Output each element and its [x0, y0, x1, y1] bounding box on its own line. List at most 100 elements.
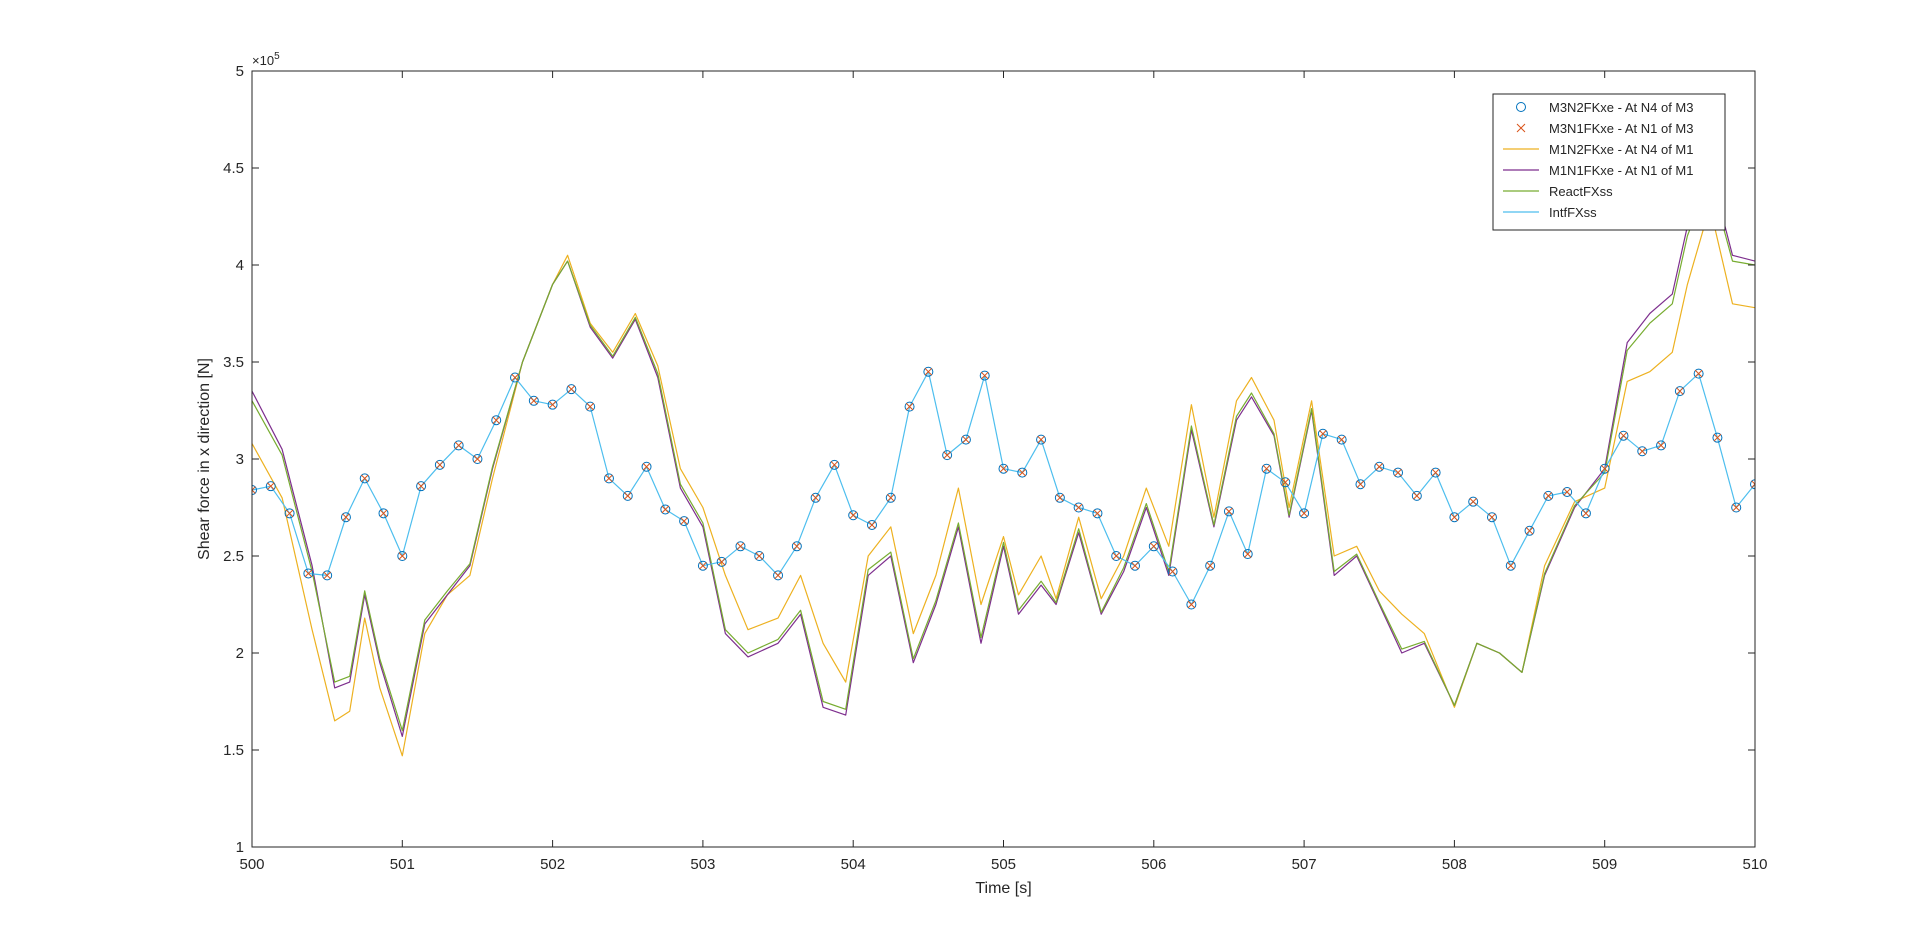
- series-1-marker: [1413, 492, 1421, 500]
- y-tick-label: 1.5: [223, 742, 244, 759]
- x-tick-label: 503: [690, 856, 715, 873]
- series-0-marker: [697, 560, 708, 571]
- x-tick-label: 502: [540, 856, 565, 873]
- series-0-marker: [265, 481, 276, 492]
- series-1-marker: [285, 509, 294, 518]
- series-0-marker: [885, 492, 896, 503]
- x-tick-label: 509: [1592, 856, 1617, 873]
- series-1-marker: [1676, 387, 1684, 395]
- series-1-marker: [1751, 480, 1755, 488]
- series-1-marker: [1112, 552, 1120, 560]
- series-1-marker: [1150, 542, 1158, 551]
- legend-box: [1492, 93, 1726, 231]
- y-tick-label: 2.5: [223, 548, 244, 565]
- series-1-marker: [436, 461, 444, 469]
- series-1-marker: [1450, 513, 1459, 521]
- y-tick-label: 2: [236, 645, 244, 662]
- series-1-marker: [567, 385, 576, 393]
- y-axis-exponent-power: 5: [274, 51, 280, 62]
- y-axis-label: Shear force in x direction [N]: [196, 358, 213, 560]
- series-0-marker: [1674, 386, 1685, 397]
- series-0-marker: [1430, 467, 1441, 478]
- series-0-marker: [641, 461, 652, 472]
- series-1-marker: [267, 482, 275, 490]
- legend-swatch: [1516, 102, 1526, 112]
- legend: M3N2FKxe - At N4 of M3 M3N1FKxe - At N1 o…: [1492, 93, 1726, 231]
- series-0-marker: [1073, 502, 1084, 513]
- y-tick-label: 1: [236, 839, 244, 856]
- y-axis-exponent-base: ×10: [252, 53, 274, 68]
- series-1-marker: [492, 416, 500, 424]
- series-1-marker: [1694, 369, 1703, 378]
- series-layer: [252, 167, 1755, 757]
- y-tick-label: 3: [236, 451, 244, 468]
- x-axis-label: Time [s]: [975, 880, 1031, 897]
- series-1-marker: [1281, 478, 1290, 487]
- series-0-marker: [1092, 508, 1103, 519]
- series-0-marker: [510, 372, 521, 383]
- legend-entry: M1N2FKxe - At N4 of M1: [1549, 142, 1694, 157]
- series-1-marker: [661, 505, 670, 514]
- series-0-marker: [359, 473, 370, 484]
- series-0-marker: [566, 384, 577, 395]
- series-1-marker: [1638, 447, 1647, 455]
- series-1-marker: [811, 494, 820, 502]
- series-0-marker: [1299, 508, 1310, 519]
- series-0-marker: [585, 401, 596, 412]
- series-0: [252, 366, 1755, 610]
- legend-entry: M3N1FKxe - At N1 of M3: [1549, 121, 1694, 136]
- series-1-marker: [830, 461, 839, 469]
- series-1-marker: [1300, 509, 1308, 518]
- series-1-marker: [1074, 503, 1083, 512]
- series-0-marker: [1599, 463, 1610, 474]
- series-1-marker: [342, 513, 350, 521]
- series-0-marker: [1618, 430, 1629, 441]
- series-1-marker: [417, 482, 425, 490]
- series-1-marker: [1319, 430, 1327, 438]
- x-tick-label: 501: [390, 856, 415, 873]
- series-1-marker: [1225, 507, 1233, 516]
- series-1-marker: [680, 517, 688, 525]
- series-0-marker: [1130, 560, 1141, 571]
- series-0-marker: [866, 519, 877, 530]
- series-1-marker: [962, 435, 970, 444]
- legend-swatch: [1516, 123, 1526, 133]
- series-0-marker: [1411, 490, 1422, 501]
- series-0-marker: [1261, 463, 1272, 474]
- series-0-marker: [472, 454, 483, 464]
- series-0-marker: [979, 370, 990, 381]
- series-1-marker: [980, 371, 989, 380]
- series-0-marker: [1393, 467, 1404, 478]
- series-1-marker: [1713, 433, 1722, 442]
- series-0-marker: [923, 366, 934, 377]
- series-1: [252, 367, 1755, 609]
- series-1-marker: [736, 542, 745, 551]
- legend-entry: M3N2FKxe - At N4 of M3: [1549, 100, 1694, 115]
- series-1-marker: [530, 397, 538, 405]
- series-1-marker: [1375, 463, 1384, 471]
- legend-entry: M1N1FKxe - At N1 of M1: [1549, 163, 1694, 178]
- series-0-marker: [491, 415, 502, 426]
- x-tick-label: 508: [1442, 856, 1467, 873]
- series-1-marker: [1732, 503, 1740, 512]
- series-1-marker: [1507, 561, 1515, 570]
- series-1-marker: [605, 474, 613, 483]
- series-1-marker: [454, 441, 463, 450]
- series-1-marker: [755, 552, 764, 560]
- series-1-marker: [999, 464, 1008, 473]
- series-0-marker: [1355, 479, 1366, 490]
- series-4-line: [252, 177, 1755, 732]
- series-0-marker: [1223, 506, 1234, 517]
- series-0-marker: [660, 504, 671, 515]
- series-1-marker: [1337, 435, 1346, 444]
- series-1-marker: [887, 494, 895, 502]
- series-1-marker: [398, 552, 407, 560]
- series-0-marker: [1036, 434, 1047, 445]
- series-0-marker: [1580, 508, 1591, 519]
- series-0-marker: [622, 490, 633, 501]
- series-0-marker: [1374, 461, 1385, 472]
- series-0-marker: [322, 570, 333, 581]
- series-0-marker: [829, 459, 840, 470]
- series-0-marker: [378, 508, 389, 519]
